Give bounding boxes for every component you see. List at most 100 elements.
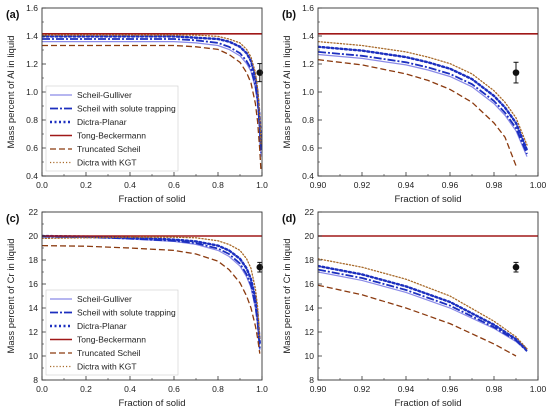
series-line-4 [318,59,517,166]
series-line-4 [42,244,261,354]
legend-label: Scheil with solute trapping [77,104,176,114]
series-line-1 [318,268,528,352]
legend-label: Scheil-Gulliver [77,294,132,304]
y-tick-label: 18 [305,255,315,265]
legend-label: Tong-Beckermann [77,131,146,141]
x-tick-label: 1.00 [530,384,547,394]
legend-label: Scheil with solute trapping [77,308,176,318]
panel-label: (c) [6,213,20,225]
experiment-point [512,263,520,271]
y-tick-label: 20 [305,231,315,241]
series-line-4 [42,44,262,170]
legend-label: Dictra with KGT [77,362,137,372]
y-tick-label: 1.2 [26,59,38,69]
x-tick-label: 0.2 [80,384,92,394]
series-line-1 [42,38,262,153]
legend-box [45,85,179,172]
y-axis-label: Mass percent of Cr in liquid [6,238,17,353]
x-tick-label: 0.6 [168,180,180,190]
series-line-5 [318,40,528,146]
x-tick-label: 0.90 [310,384,327,394]
x-tick-label: 1.0 [256,180,268,190]
panel-0: 0.0 0.2 0.4 0.6 0.8 1.0 0.4 0.6 0.8 1.0 1.2 1.4 1.6 F… [6,3,268,205]
series-line-5 [318,258,528,350]
x-tick-label: 1.0 [256,384,268,394]
x-axis-label: Fraction of solid [394,398,461,409]
y-tick-label: 0.6 [26,143,38,153]
y-tick-label: 22 [305,207,315,217]
x-tick-label: 0.4 [124,384,136,394]
series-line-0 [318,271,528,352]
y-tick-label: 8 [309,375,314,385]
legend-label: Tong-Beckermann [77,335,146,345]
y-tick-label: 22 [29,207,39,217]
x-axis-label: Fraction of solid [118,398,185,409]
series-line-2 [42,35,262,149]
series-line-4 [318,284,517,357]
y-tick-label: 1.6 [26,3,38,13]
y-tick-label: 8 [33,375,38,385]
y-tick-label: 0.8 [26,115,38,125]
series-line-2 [318,45,529,152]
x-tick-label: 0.96 [442,384,459,394]
x-tick-label: 0.6 [168,384,180,394]
y-axis-label: Mass percent of Al in liquid [282,35,293,148]
x-axis-label: Fraction of solid [394,194,461,205]
legend-label: Dictra with KGT [77,158,137,168]
y-tick-label: 0.4 [302,171,314,181]
y-tick-label: 18 [29,255,39,265]
y-tick-label: 0.6 [302,143,314,153]
series-line-1 [318,51,528,155]
x-tick-label: 0.2 [80,180,92,190]
x-tick-label: 0.0 [36,384,48,394]
y-tick-label: 10 [305,351,315,361]
y-tick-label: 16 [305,279,315,289]
experiment-point [256,69,264,76]
legend: Scheil-Gulliver Scheil with solute trappi… [45,85,179,172]
y-tick-label: 1.4 [26,31,38,41]
legend-label: Truncated Scheil [77,144,141,154]
legend-label: Dictra-Planar [77,321,127,331]
y-tick-label: 16 [29,279,39,289]
panel-3: 0.90 0.92 0.94 0.96 0.98 1.00 8 10 12 14 16 18 20 22 F… [282,207,547,409]
y-tick-label: 0.8 [302,115,314,125]
series-line-0 [318,53,528,157]
y-tick-label: 20 [29,231,39,241]
panel-label: (b) [282,9,296,21]
panel-label: (d) [282,213,296,225]
x-axis-label: Fraction of solid [118,194,185,205]
x-tick-label: 0.96 [442,180,459,190]
y-tick-label: 1.0 [302,87,314,97]
series-line-5 [42,34,262,145]
legend: Scheil-Gulliver Scheil with solute trappi… [45,289,179,376]
plot-frame [317,211,539,381]
y-axis-label: Mass percent of Cr in liquid [282,238,293,353]
y-tick-label: 14 [305,303,315,313]
x-tick-label: 0.8 [212,384,224,394]
x-tick-label: 0.92 [354,384,371,394]
x-tick-label: 0.94 [398,384,415,394]
legend-label: Scheil-Gulliver [77,90,132,100]
y-axis-label: Mass percent of Al in liquid [6,35,17,148]
panel-1: 0.90 0.92 0.94 0.96 0.98 1.00 0.4 0.6 0.8 1.0 1.2 1… [282,3,547,205]
experiment-point [512,69,520,76]
y-tick-label: 1.6 [302,3,314,13]
series-line-2 [318,264,529,352]
panel-label: (a) [6,9,20,21]
series-line-2 [42,234,261,346]
x-tick-label: 0.4 [124,180,136,190]
legend-box [45,289,179,376]
y-tick-label: 0.4 [26,171,38,181]
y-tick-label: 1.4 [302,31,314,41]
x-tick-label: 0.98 [486,180,503,190]
legend-label: Truncated Scheil [77,348,141,358]
x-tick-label: 0.98 [486,384,503,394]
x-tick-label: 0.94 [398,180,415,190]
x-tick-label: 0.0 [36,180,48,190]
x-tick-label: 1.00 [530,180,547,190]
y-tick-label: 12 [29,327,39,337]
legend-label: Dictra-Planar [77,117,127,127]
y-tick-label: 1.2 [302,59,314,69]
experiment-point [256,263,264,271]
